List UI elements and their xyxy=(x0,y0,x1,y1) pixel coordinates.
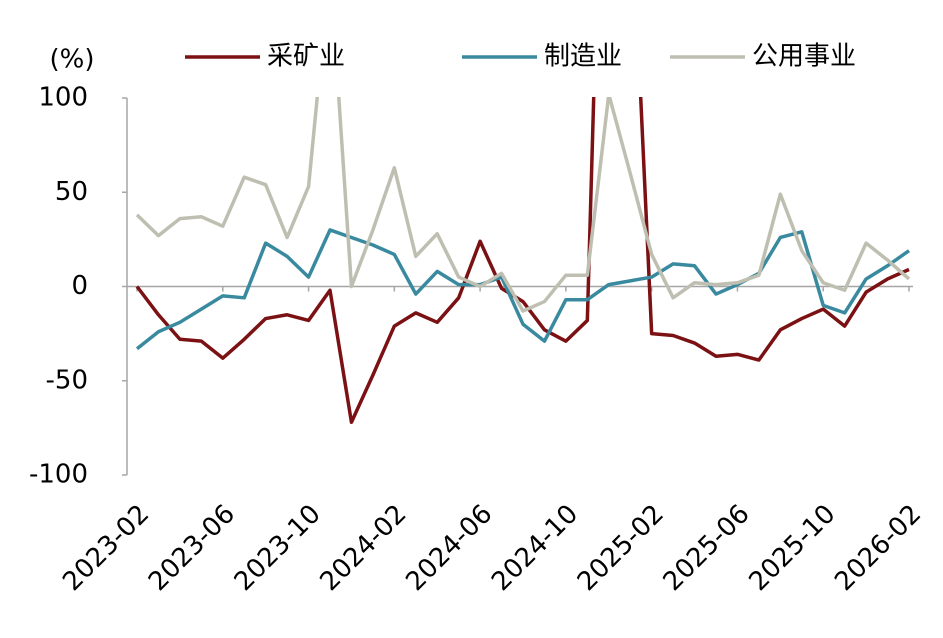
x-tick-label: 2026-02 xyxy=(829,499,927,597)
x-tick-label: 2024-10 xyxy=(486,499,584,597)
x-tick-label: 2024-06 xyxy=(400,499,498,597)
line-series xyxy=(135,228,911,351)
y-tick-label: 50 xyxy=(55,177,88,207)
x-tick-label: 2025-10 xyxy=(743,499,841,597)
legend-label: 公用事业 xyxy=(752,42,856,72)
line-series xyxy=(135,97,911,313)
x-tick-label: 2025-02 xyxy=(572,499,670,597)
x-tick-label: 2024-02 xyxy=(315,499,413,597)
x-tick-label: 2025-06 xyxy=(658,499,756,597)
y-tick-label: -50 xyxy=(46,365,88,395)
y-tick-label: -100 xyxy=(29,460,88,490)
legend-label: 采矿业 xyxy=(267,42,345,72)
y-tick-label: 100 xyxy=(38,83,88,113)
x-tick-label: 2023-06 xyxy=(143,499,241,597)
line-series xyxy=(135,97,910,424)
x-tick-label: 2023-02 xyxy=(57,499,155,597)
y-axis-label: (%) xyxy=(50,45,95,75)
x-tick-label: 2023-10 xyxy=(229,499,327,597)
plot-area xyxy=(135,97,911,424)
y-tick-label: 0 xyxy=(71,271,88,301)
legend-label: 制造业 xyxy=(544,42,622,72)
